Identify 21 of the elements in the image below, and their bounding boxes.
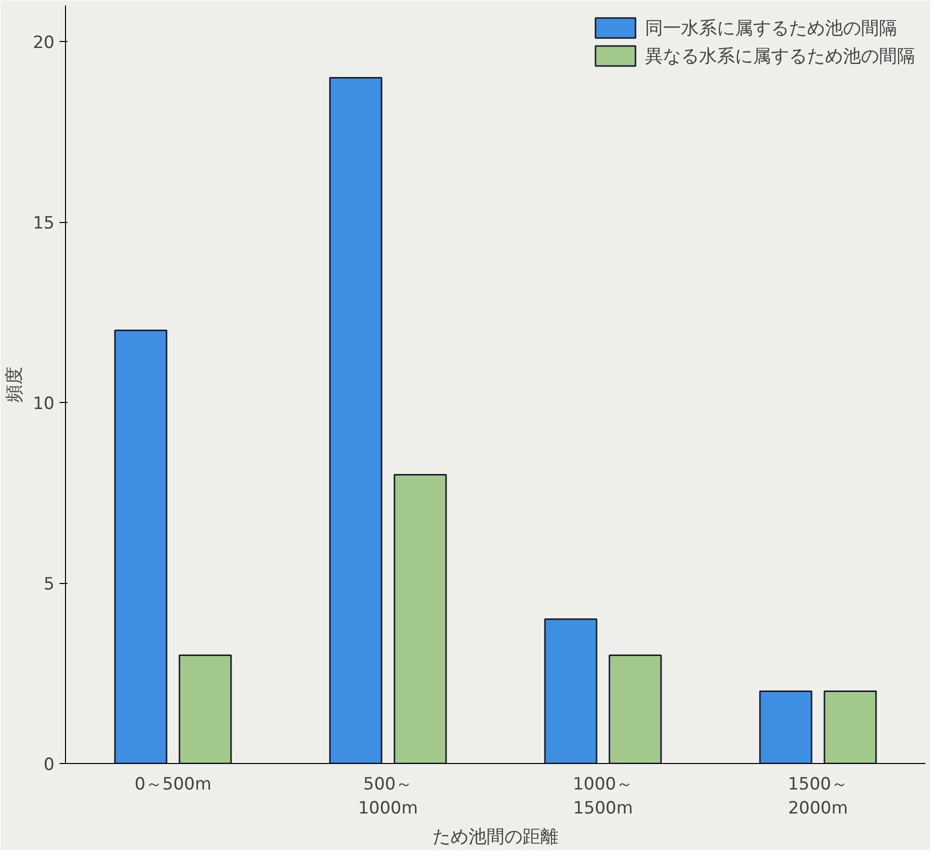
y-tick-label: 5 xyxy=(44,574,55,595)
bar xyxy=(178,654,232,764)
x-tick-label: 0～500m xyxy=(134,774,212,794)
bar xyxy=(608,654,662,764)
bar xyxy=(394,474,447,764)
bar xyxy=(824,690,877,764)
x-tick-label: 1000～ 1500m xyxy=(572,774,634,818)
y-axis-title: 頻度 xyxy=(4,366,25,402)
y-tick-label: 10 xyxy=(32,394,55,414)
legend-label: 同一水系に属するため池の間隔 xyxy=(645,16,897,40)
legend-label: 異なる水系に属するため池の間隔 xyxy=(645,44,915,68)
y-tick-label: 15 xyxy=(32,214,55,234)
y-tick-label: 20 xyxy=(32,33,55,54)
bar xyxy=(759,690,812,764)
bar xyxy=(544,618,598,764)
y-tick-label: 0 xyxy=(44,755,55,775)
x-axis-title: ため池間の距離 xyxy=(432,826,558,848)
bar xyxy=(329,76,382,764)
x-tick-label: 500～ 1000m xyxy=(358,774,418,818)
x-tick-label: 1500～ 2000m xyxy=(788,774,848,818)
bar xyxy=(114,330,168,764)
